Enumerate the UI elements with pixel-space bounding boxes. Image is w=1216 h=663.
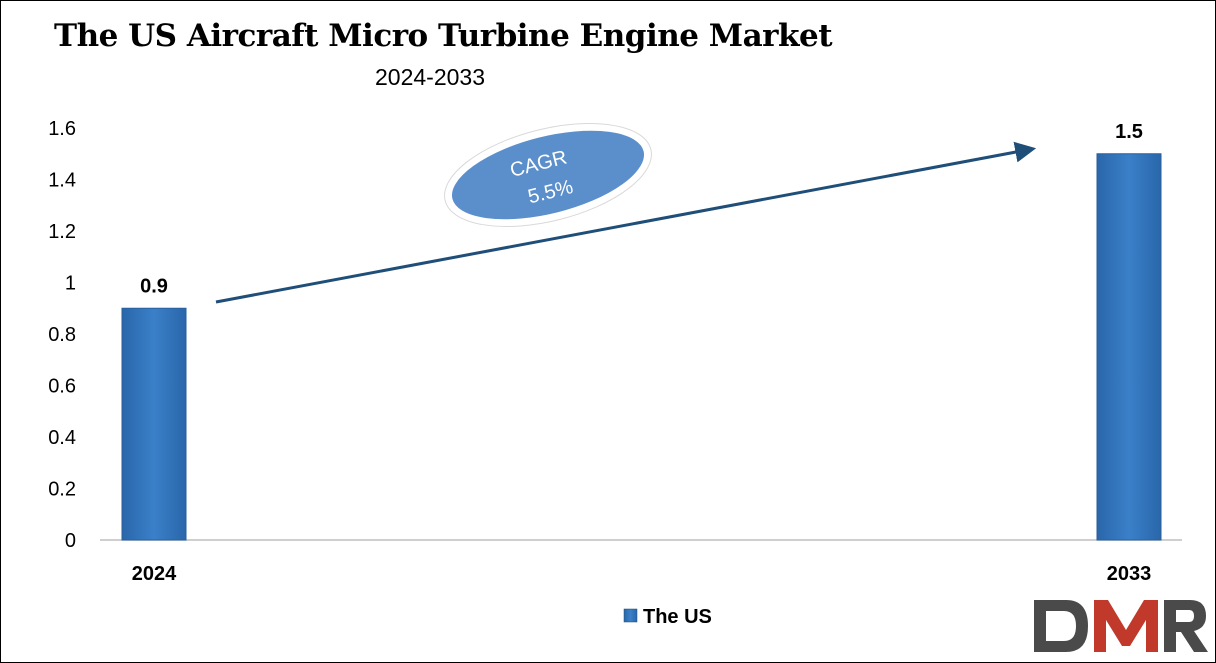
data-label-2024: 0.9 xyxy=(140,275,168,297)
dmr-logo xyxy=(1034,600,1208,652)
legend: The US xyxy=(623,606,712,628)
logo-d xyxy=(1034,600,1088,652)
y-tick-label: 0.4 xyxy=(48,427,76,449)
y-tick-label: 1.4 xyxy=(48,170,76,192)
logo-m xyxy=(1094,600,1158,652)
chart-title: The US Aircraft Micro Turbine Engine Mar… xyxy=(54,18,833,54)
legend-swatch xyxy=(623,608,638,623)
y-tick-label: 1.6 xyxy=(48,118,76,140)
bars xyxy=(121,153,1162,541)
y-axis-ticks: 0 0.2 0.4 0.6 0.8 1 1.2 1.4 1.6 xyxy=(48,118,76,552)
cagr-trend-arrow xyxy=(215,141,1037,304)
data-labels: 0.9 1.5 xyxy=(140,121,1143,298)
y-tick-label: 0.8 xyxy=(48,324,76,346)
chart-subtitle: 2024-2033 xyxy=(375,64,485,90)
y-tick-label: 0.2 xyxy=(48,479,76,501)
y-tick-label: 0.6 xyxy=(48,376,76,398)
legend-label: The US xyxy=(643,606,712,628)
bar-2024 xyxy=(121,307,187,541)
cagr-badge: CAGR 5.5% xyxy=(444,123,652,227)
y-tick-label: 1 xyxy=(65,273,76,295)
y-tick-label: 0 xyxy=(65,530,76,552)
x-tick-label-2033: 2033 xyxy=(1107,563,1152,585)
data-label-2033: 1.5 xyxy=(1115,121,1143,143)
x-tick-label-2024: 2024 xyxy=(132,563,177,585)
x-axis-tick-labels: 2024 2033 xyxy=(132,563,1152,585)
logo-r xyxy=(1164,600,1208,652)
bar-2033 xyxy=(1096,153,1162,541)
y-tick-label: 1.2 xyxy=(48,221,76,243)
